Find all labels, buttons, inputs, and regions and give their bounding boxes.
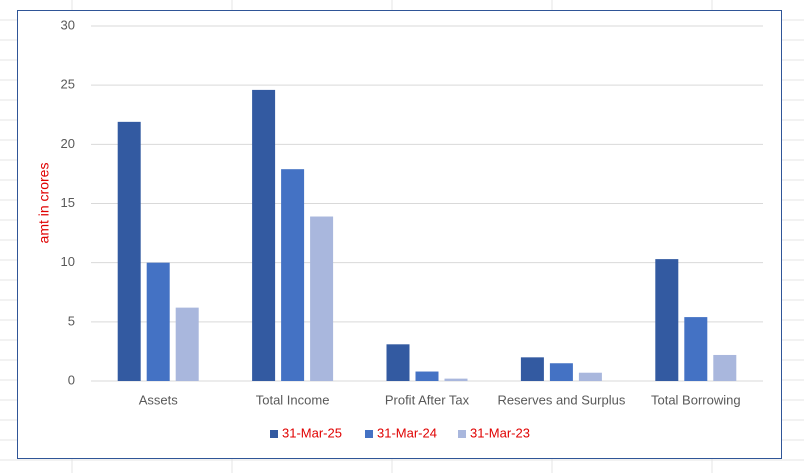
y-tick-label: 15 — [61, 195, 75, 210]
y-tick-label: 25 — [61, 77, 75, 92]
legend-label: 31-Mar-25 — [282, 425, 342, 440]
bar — [684, 317, 708, 381]
y-tick-label: 5 — [68, 313, 75, 328]
legend-label: 31-Mar-24 — [377, 425, 437, 440]
bar — [175, 307, 199, 381]
legend-marker — [458, 430, 466, 438]
bar — [252, 89, 276, 382]
y-tick-label: 30 — [61, 17, 75, 32]
bar — [520, 357, 544, 381]
y-tick-label: 0 — [68, 372, 75, 387]
bar — [549, 363, 573, 381]
x-tick-label: Total Borrowing — [651, 392, 741, 407]
bar — [146, 262, 170, 381]
bar — [578, 372, 602, 381]
bar — [281, 169, 305, 381]
bar — [444, 378, 468, 381]
bar — [415, 371, 439, 381]
legend-label: 31-Mar-23 — [470, 425, 530, 440]
x-tick-label: Reserves and Surplus — [497, 392, 625, 407]
bar — [655, 259, 679, 381]
y-tick-label: 10 — [61, 254, 75, 269]
bar — [386, 344, 410, 381]
y-axis-title: amt in crores — [36, 163, 52, 244]
bar — [310, 216, 334, 381]
bar — [713, 354, 737, 381]
y-tick-label: 20 — [61, 136, 75, 151]
legend-marker — [365, 430, 373, 438]
x-tick-label: Profit After Tax — [385, 392, 470, 407]
bar — [117, 121, 141, 381]
legend-marker — [270, 430, 278, 438]
x-tick-label: Total Income — [256, 392, 330, 407]
x-tick-label: Assets — [139, 392, 179, 407]
